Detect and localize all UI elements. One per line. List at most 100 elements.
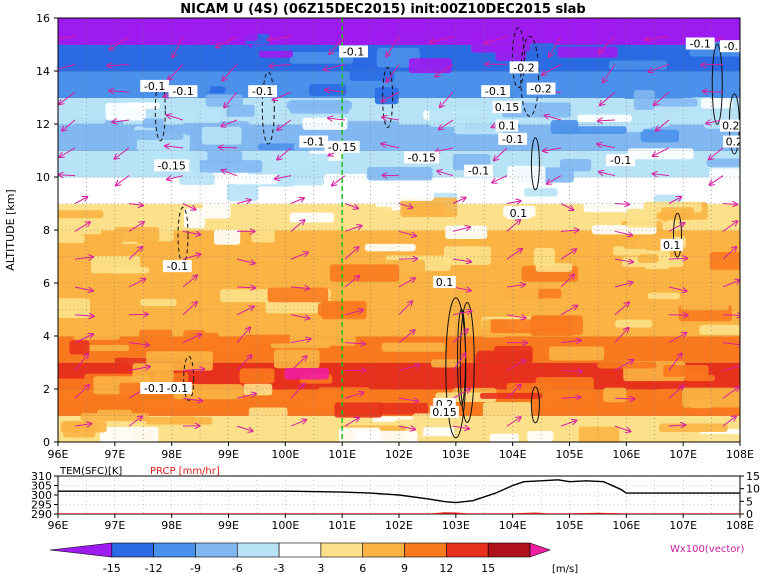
contour-label: 0.1 (660, 238, 684, 252)
shading-patch (565, 256, 624, 264)
colorbar-tick-label: 3 (317, 562, 324, 575)
precipitation-label: PRCP [mm/hr] (150, 466, 220, 477)
surface-x-tick-label: 106E (612, 519, 640, 532)
wind-vector (236, 355, 252, 371)
x-tick-label: 100E (271, 448, 299, 461)
contour-label-text: -0.2 (513, 61, 534, 74)
wind-vector (58, 63, 76, 70)
wind-vector (599, 172, 616, 177)
wind-vector (74, 197, 87, 204)
shading-patch (701, 98, 733, 109)
shading-patch (73, 110, 106, 124)
contour-label: -0.15 (324, 140, 360, 154)
contour-label: -0.1 (339, 45, 368, 58)
contour-label-bg (339, 45, 368, 58)
wind-vector (236, 258, 255, 263)
wind-vector (172, 36, 184, 58)
shading-patch (58, 210, 104, 219)
shading-patch (201, 126, 242, 145)
contour-label-text: 0.1 (436, 276, 454, 289)
wind-vector (614, 328, 628, 343)
colorbar-segment (320, 542, 364, 558)
wind-vector (668, 425, 685, 426)
wind-vector (668, 286, 687, 291)
surface-x-tick-label: 98E (161, 519, 182, 532)
wind-vector (168, 64, 184, 80)
surface-right-tick-label: 15 (746, 470, 760, 483)
shading-patch (471, 34, 523, 53)
shading-patch (58, 378, 91, 396)
shading-patch (597, 361, 657, 369)
surface-x-tick-label: 96E (48, 519, 69, 532)
wind-vector (290, 220, 304, 232)
shading-patch (395, 191, 435, 201)
shading-patch (274, 265, 311, 286)
shading-patch (445, 225, 488, 239)
wind-vector (128, 343, 149, 345)
wind-vector (598, 120, 615, 121)
shading-patch (147, 150, 208, 162)
contour-label: 0.1 (507, 207, 530, 220)
contour-label-bg (140, 382, 170, 394)
contour-label-text: -0.1 (172, 85, 193, 98)
wind-vector (560, 397, 580, 398)
wind-vector (290, 356, 307, 371)
shading-patch (115, 130, 184, 140)
wind-vector (452, 389, 470, 399)
main-y-axis: 0 2 4 6 8 10 12 14 16 (36, 12, 58, 449)
wind-vector (324, 63, 346, 69)
contour-label: -0.2 (526, 82, 556, 96)
contour-label: -0.1 (719, 40, 745, 53)
wind-vector (484, 36, 508, 44)
y-tick-label: 4 (43, 330, 50, 343)
surface-left-tick-label: 310 (31, 470, 52, 483)
shading-patch (271, 153, 329, 173)
contour-label: -0.1 (140, 79, 170, 93)
shading-patch (709, 168, 740, 188)
wind-vector (603, 64, 616, 82)
wind-vector (560, 305, 577, 316)
contour-label: -0.1 (685, 37, 715, 51)
contour-label: -0.1 (464, 164, 493, 178)
shading-patch (244, 334, 293, 344)
wind-vector (614, 360, 633, 371)
shading-patch (378, 402, 429, 415)
wind-vector (381, 91, 400, 101)
shading-patch (489, 433, 519, 442)
shading-patch (482, 402, 532, 419)
shading-patch (100, 426, 159, 442)
wind-vector (74, 385, 89, 399)
wind-vector (722, 221, 737, 232)
shading-patch (317, 387, 370, 400)
contour-label: -0.1 (481, 85, 511, 98)
contour-label-bg (685, 37, 715, 50)
contour-label: -0.2 (509, 61, 539, 74)
colorbar: -15 -12 -9 -6 -3 3 6 9 12 15 (49, 542, 551, 575)
wind-vector (722, 204, 737, 205)
wind-vector (182, 254, 201, 260)
contour-label-bg (248, 85, 277, 98)
wind-vector (222, 64, 238, 80)
x-tick-label: 101E (328, 448, 356, 461)
colorbar-segment (153, 542, 196, 558)
shading-patch (205, 94, 244, 107)
contour-label-text: -0.1 (724, 40, 745, 53)
wind-vector (437, 171, 454, 177)
shading-patch (574, 126, 627, 134)
shading-patch (77, 180, 146, 193)
wind-vector (74, 222, 90, 232)
colorbar-tick-label: 12 (439, 562, 453, 575)
wind-shading-texture (58, 18, 740, 442)
shading-patch (105, 102, 146, 121)
shading-patch (374, 87, 399, 105)
wind-vector (722, 343, 740, 345)
wind-vector (224, 91, 238, 107)
surface-x-tick-label: 102E (385, 519, 413, 532)
wind-vector (114, 147, 130, 159)
surface-left-tick-label: 305 (31, 480, 52, 493)
colorbar-tick-label: -6 (232, 562, 243, 575)
shading-patch (202, 201, 231, 219)
contour-line (520, 35, 540, 117)
wind-vector (668, 386, 684, 399)
wind-vector (506, 417, 521, 427)
